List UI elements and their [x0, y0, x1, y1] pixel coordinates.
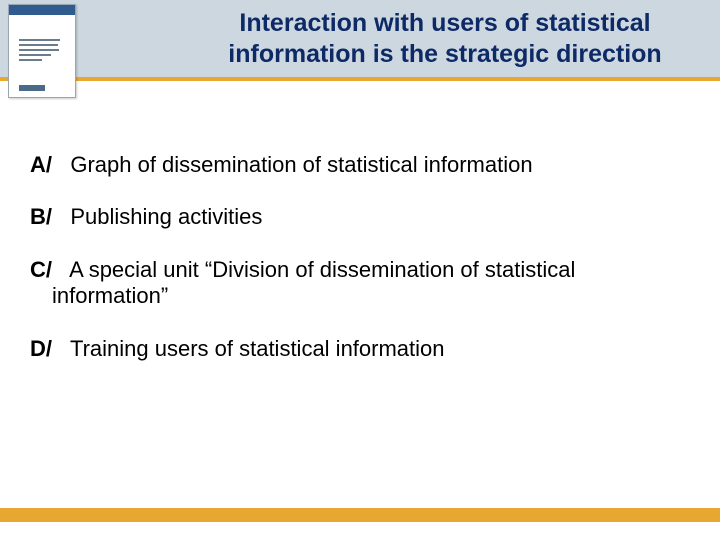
item-label: C/ — [30, 257, 52, 282]
item-text: A special unit “Division of disseminatio… — [52, 257, 575, 308]
header-accent-line — [0, 77, 720, 81]
item-text: Graph of dissemination of statistical in… — [52, 152, 533, 177]
list-item: B/Publishing activities — [30, 204, 680, 230]
item-text: Publishing activities — [52, 204, 262, 229]
thumbnail-foot — [19, 85, 45, 91]
list-item: C/A special unit “Division of disseminat… — [30, 257, 680, 310]
item-label: D/ — [30, 336, 52, 361]
content-list: A/Graph of dissemination of statistical … — [30, 152, 680, 388]
footer-accent-bar — [0, 508, 720, 522]
document-thumbnail — [8, 4, 76, 98]
thumbnail-lines — [19, 39, 65, 64]
slide-title: Interaction with users of statistical in… — [190, 8, 700, 71]
item-label: A/ — [30, 152, 52, 177]
list-item: D/Training users of statistical informat… — [30, 336, 680, 362]
item-text: Training users of statistical informatio… — [52, 336, 445, 361]
item-label: B/ — [30, 204, 52, 229]
list-item: A/Graph of dissemination of statistical … — [30, 152, 680, 178]
